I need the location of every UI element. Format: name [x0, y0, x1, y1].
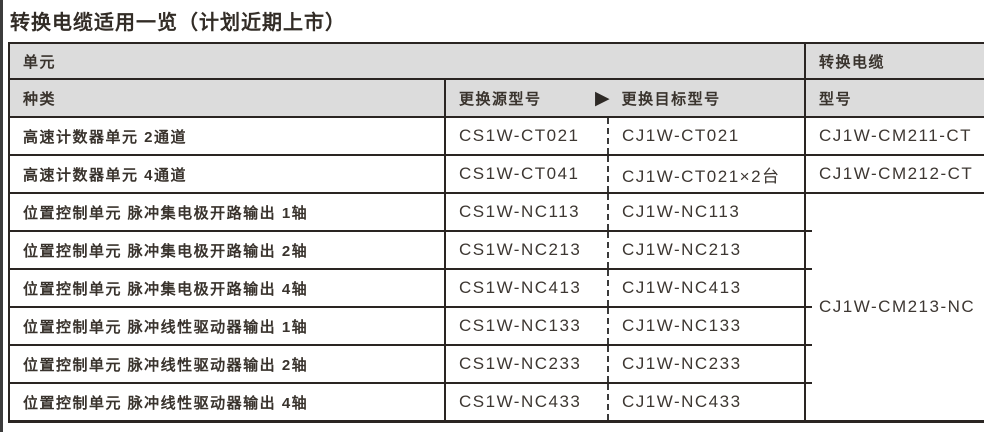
target-model-cell: CJ1W-NC213 — [608, 230, 807, 270]
kind-cell: 高速计数器单元 2通道 — [8, 116, 446, 156]
table-row: 位置控制单元 脉冲线性驱动器输出 2轴 CS1W-NC233 CJ1W-NC23… — [8, 344, 984, 384]
source-model-cell: CS1W-NC413 — [444, 268, 609, 308]
source-model-cell: CS1W-NC133 — [444, 306, 609, 346]
table-row: 位置控制单元 脉冲集电极开路输出 4轴 CS1W-NC413 CJ1W-NC41… — [8, 268, 984, 308]
cable-model-label: CJ1W-CM213-NC — [819, 297, 976, 316]
header-row-groups: 单元 转换电缆 — [7, 42, 984, 80]
row-divider-stub — [807, 344, 813, 346]
table-row: 位置控制单元 脉冲集电极开路输出 2轴 CS1W-NC213 CJ1W-NC21… — [8, 230, 984, 270]
target-model-cell: CJ1W-CT021 — [608, 116, 807, 156]
kind-cell: 位置控制单元 脉冲线性驱动器输出 2轴 — [8, 344, 446, 384]
target-model-cell: CJ1W-NC113 — [608, 192, 807, 232]
kind-cell: 位置控制单元 脉冲线性驱动器输出 4轴 — [8, 382, 446, 423]
header-unit-group: 单元 — [7, 42, 807, 80]
source-model-cell: CS1W-NC113 — [444, 192, 609, 232]
cable-model-cell: CJ1W-CM211-CT — [804, 116, 984, 156]
header-kind: 种类 — [8, 78, 446, 118]
source-model-cell: CS1W-CT021 — [444, 116, 609, 156]
kind-cell: 高速计数器单元 4通道 — [8, 154, 446, 194]
table-row: 位置控制单元 脉冲集电极开路输出 1轴 CS1W-NC113 CJ1W-NC11… — [8, 192, 984, 423]
kind-cell: 位置控制单元 脉冲集电极开路输出 4轴 — [8, 268, 446, 308]
table-row: 位置控制单元 脉冲线性驱动器输出 4轴 CS1W-NC433 CJ1W-NC43… — [8, 382, 984, 423]
header-target-model: 更换目标型号 — [621, 90, 721, 108]
cable-model-cell-merged: CJ1W-CM213-NC — [804, 192, 984, 423]
target-model-cell: CJ1W-NC233 — [608, 344, 807, 384]
page-title: 转换电缆适用一览（计划近期上市） — [10, 12, 346, 34]
source-model-cell: CS1W-NC213 — [444, 230, 609, 270]
cable-model-cell: CJ1W-CM212-CT — [804, 154, 984, 194]
target-model-cell: CJ1W-NC133 — [608, 306, 807, 346]
header-source-model: 更换源型号 — [459, 90, 542, 108]
target-model-cell: CJ1W-NC413 — [608, 268, 807, 308]
row-divider-stub — [807, 268, 813, 270]
kind-cell: 位置控制单元 脉冲集电极开路输出 1轴 — [8, 192, 446, 232]
row-divider-stub — [807, 306, 813, 308]
arrow-right-icon: ▶ — [595, 87, 610, 109]
table-row: 高速计数器单元 2通道 CS1W-CT021 CJ1W-CT021 CJ1W-C… — [8, 116, 984, 156]
conversion-cable-table: 单元 转换电缆 种类 更换源型号 ▶ 更换目标型号 型号 高速计数器单元 2通道… — [7, 42, 984, 423]
page-edge-bar — [0, 0, 3, 432]
row-divider-stub — [807, 230, 813, 232]
table-row: 高速计数器单元 4通道 CS1W-CT041 CJ1W-CT021×2台 CJ1… — [8, 154, 984, 194]
kind-cell: 位置控制单元 脉冲集电极开路输出 2轴 — [8, 230, 446, 270]
header-row-columns: 种类 更换源型号 ▶ 更换目标型号 型号 — [8, 78, 984, 118]
source-model-cell: CS1W-NC433 — [444, 382, 609, 423]
table-row: 位置控制单元 脉冲线性驱动器输出 1轴 CS1W-NC133 CJ1W-NC13… — [8, 306, 984, 346]
kind-cell: 位置控制单元 脉冲线性驱动器输出 1轴 — [8, 306, 446, 346]
source-model-cell: CS1W-NC233 — [444, 344, 609, 384]
target-model-cell: CJ1W-CT021×2台 — [608, 154, 807, 194]
header-cable-group: 转换电缆 — [804, 42, 984, 80]
header-source-target: 更换源型号 ▶ 更换目标型号 — [443, 78, 807, 118]
header-model: 型号 — [804, 78, 984, 118]
target-model-cell: CJ1W-NC433 — [608, 382, 807, 423]
source-model-cell: CS1W-CT041 — [444, 154, 609, 194]
row-divider-stub — [807, 382, 813, 384]
